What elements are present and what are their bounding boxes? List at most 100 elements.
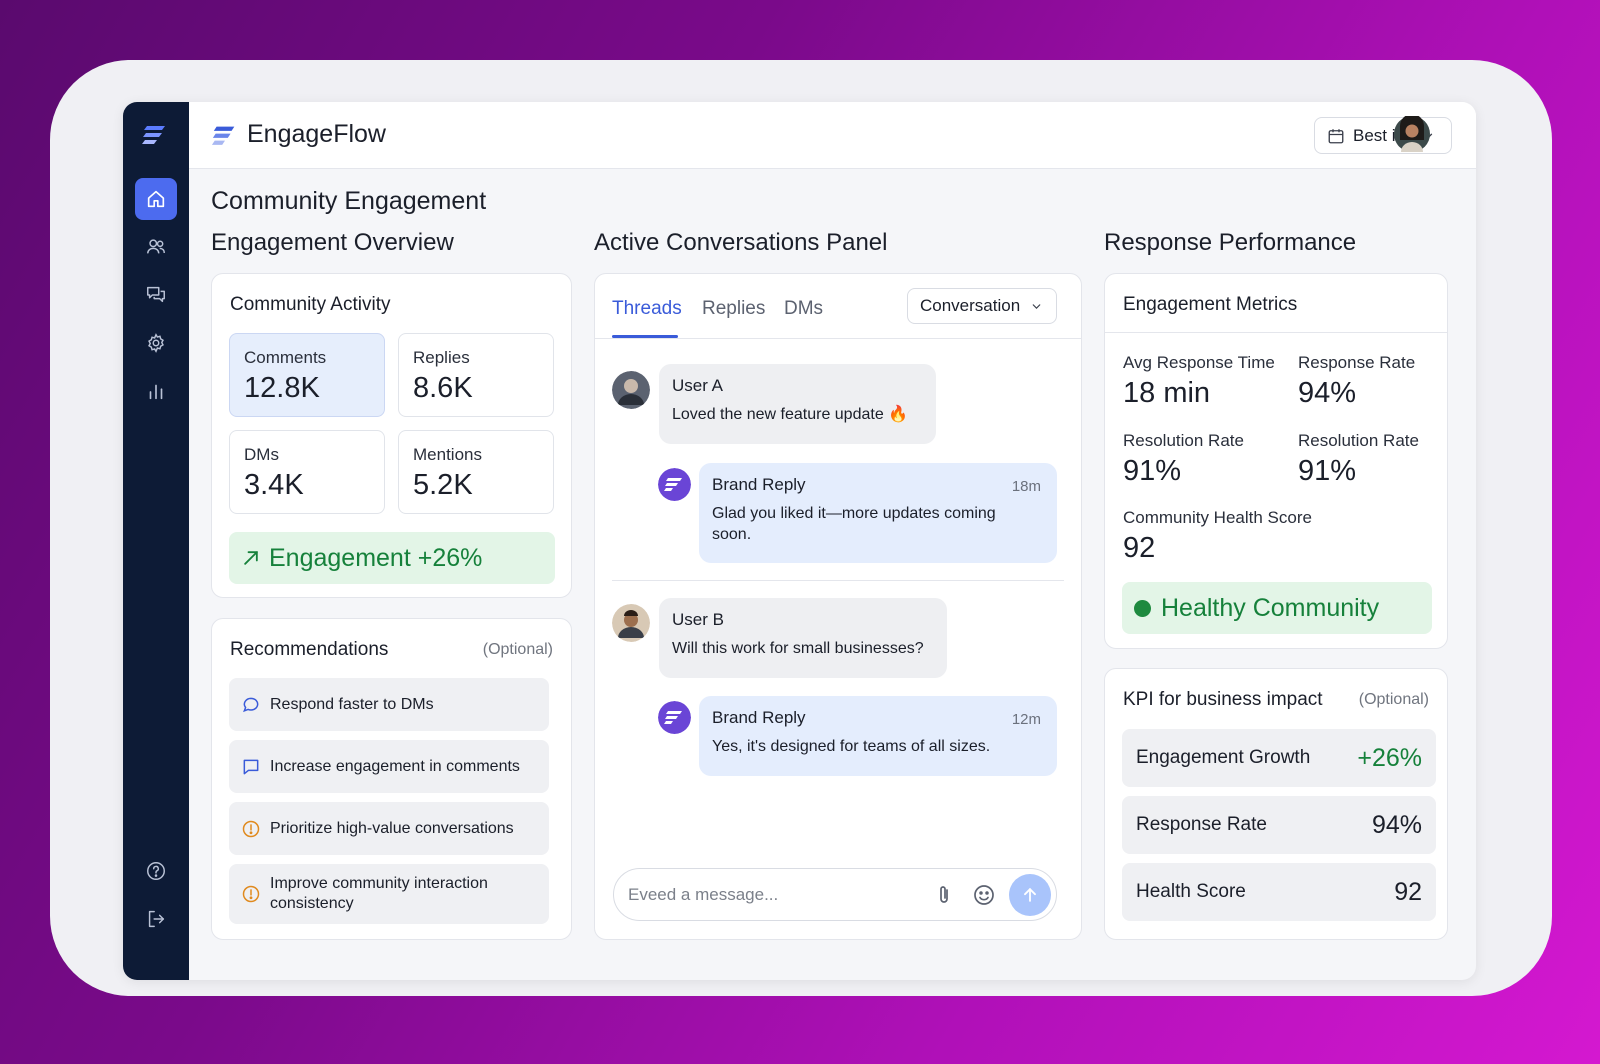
kpi-card: KPI for business impact (Optional) Engag… <box>1104 668 1448 940</box>
conversation-filter-dropdown[interactable]: Conversation <box>907 288 1057 324</box>
kpi-value: +26% <box>1357 743 1422 772</box>
home-icon <box>147 190 165 208</box>
active-conversations-title: Active Conversations Panel <box>594 229 888 256</box>
kpi-row[interactable]: Health Score 92 <box>1122 863 1436 921</box>
comment-icon <box>243 759 259 774</box>
stat-replies[interactable]: Replies 8.6K <box>398 333 554 417</box>
community-activity-card: Community Activity Comments 12.8K Replie… <box>211 273 572 598</box>
recommendation-item[interactable]: Respond faster to DMs <box>229 678 549 731</box>
message-bubble: Brand Reply 12m Yes, it's designed for t… <box>699 696 1057 776</box>
recommendations-optional-label: (Optional) <box>482 641 553 658</box>
message-author: Brand Reply <box>712 475 806 494</box>
send-button[interactable] <box>1009 874 1051 916</box>
top-bar: EngageFlow Best ins <box>189 102 1476 169</box>
sidebar-item-settings[interactable] <box>135 322 177 364</box>
recommendations-title: Recommendations <box>230 639 389 660</box>
recommendation-item[interactable]: Increase engagement in comments <box>229 740 549 793</box>
message-text: Will this work for small businesses? <box>672 640 924 657</box>
kpi-title: KPI for business impact <box>1123 689 1323 710</box>
tab-threads[interactable]: Threads <box>612 298 682 319</box>
page-title: Community Engagement <box>211 187 487 215</box>
paperclip-icon[interactable] <box>932 883 956 907</box>
message-author: Brand Reply <box>712 708 806 727</box>
engagement-metrics-title: Engagement Metrics <box>1123 294 1298 315</box>
metric-value: 92 <box>1123 532 1156 564</box>
metric-label: Resolution Rate <box>1123 431 1244 450</box>
message-time: 12m <box>1011 711 1041 728</box>
recommendation-text: Prioritize high-value conversations <box>270 819 514 837</box>
recommendation-item[interactable]: Improve community interaction consistenc… <box>229 864 549 924</box>
health-status-text: Healthy Community <box>1161 593 1380 622</box>
user-a-avatar[interactable] <box>612 371 650 409</box>
stat-mentions[interactable]: Mentions 5.2K <box>398 430 554 514</box>
alert-circle-icon <box>242 820 260 837</box>
metric-label: Community Health Score <box>1123 508 1312 527</box>
stat-comments[interactable]: Comments 12.8K <box>229 333 385 417</box>
recommendation-text: Increase engagement in comments <box>270 757 520 775</box>
date-range-dropdown[interactable]: Best ins <box>1314 117 1452 154</box>
message-text: Glad you liked it—more updates coming so… <box>712 505 996 543</box>
sidebar-item-help[interactable] <box>135 850 177 892</box>
message-bubble: Brand Reply 18m Glad you liked it—more u… <box>699 463 1057 563</box>
kpi-label: Health Score <box>1136 881 1246 902</box>
sidebar-item-users[interactable] <box>135 226 177 268</box>
engagement-growth-text: Engagement +26% <box>269 543 483 572</box>
metrics-divider <box>1105 332 1447 333</box>
message-bubble: User B Will this work for small business… <box>659 598 947 678</box>
gear-icon <box>148 333 164 353</box>
health-status-badge: Healthy Community <box>1122 582 1432 634</box>
message-input[interactable] <box>628 883 918 907</box>
stat-value: 5.2K <box>413 469 473 501</box>
message-composer <box>613 868 1057 921</box>
thread-divider <box>612 580 1064 581</box>
sidebar-item-analytics[interactable] <box>135 370 177 412</box>
metric-label: Avg Response Time <box>1123 353 1275 372</box>
trend-up-arrow-icon <box>244 551 258 565</box>
tab-replies[interactable]: Replies <box>702 298 766 319</box>
profile-avatar[interactable] <box>1394 116 1430 152</box>
user-b-avatar[interactable] <box>612 604 650 642</box>
engagement-metrics-card: Engagement Metrics Avg Response Time 18 … <box>1104 273 1448 649</box>
app-name: EngageFlow <box>247 120 386 148</box>
kpi-label: Response Rate <box>1136 814 1267 835</box>
metric-value: 91% <box>1123 455 1182 487</box>
bar-chart-icon <box>149 384 163 400</box>
active-tab-indicator <box>612 335 678 338</box>
sidebar-item-messages[interactable] <box>135 274 177 316</box>
recommendation-item[interactable]: Prioritize high-value conversations <box>229 802 549 855</box>
chat-icon <box>147 286 165 303</box>
tabs-divider <box>595 338 1081 339</box>
stat-label: Comments <box>244 348 327 367</box>
sidebar-item-home[interactable] <box>135 178 177 220</box>
kpi-label: Engagement Growth <box>1136 747 1311 768</box>
stat-value: 8.6K <box>413 372 473 404</box>
metric-value: 91% <box>1298 455 1357 487</box>
response-performance-title: Response Performance <box>1104 229 1357 256</box>
brand-avatar <box>658 701 691 734</box>
message-time: 18m <box>1011 478 1041 495</box>
chevron-down-icon <box>1032 303 1041 309</box>
tab-dms[interactable]: DMs <box>784 298 824 319</box>
logout-icon <box>148 910 165 928</box>
emoji-icon[interactable] <box>972 883 996 907</box>
kpi-value: 94% <box>1371 810 1422 839</box>
recommendations-card: Recommendations (Optional) Respond faste… <box>211 618 572 940</box>
stat-label: Replies <box>413 348 470 367</box>
alert-circle-icon <box>242 885 260 903</box>
engageflow-logo-icon <box>211 126 235 145</box>
settings-gear-icon[interactable] <box>1474 122 1476 148</box>
calendar-icon <box>1328 128 1344 143</box>
kpi-row[interactable]: Response Rate 94% <box>1122 796 1436 854</box>
community-activity-title: Community Activity <box>230 294 391 315</box>
speech-bubble-icon <box>243 697 259 712</box>
sidebar-item-logout[interactable] <box>135 898 177 940</box>
help-circle-icon <box>147 862 165 880</box>
kpi-row[interactable]: Engagement Growth +26% <box>1122 729 1436 787</box>
stat-value: 12.8K <box>244 372 320 404</box>
conversations-card: Threads Replies DMs Conversation User A … <box>594 273 1082 940</box>
kpi-optional-label: (Optional) <box>1358 691 1429 708</box>
metric-label: Resolution Rate <box>1298 431 1419 450</box>
sidebar <box>123 102 189 980</box>
engagement-growth-banner: Engagement +26% <box>229 532 555 584</box>
stat-dms[interactable]: DMs 3.4K <box>229 430 385 514</box>
